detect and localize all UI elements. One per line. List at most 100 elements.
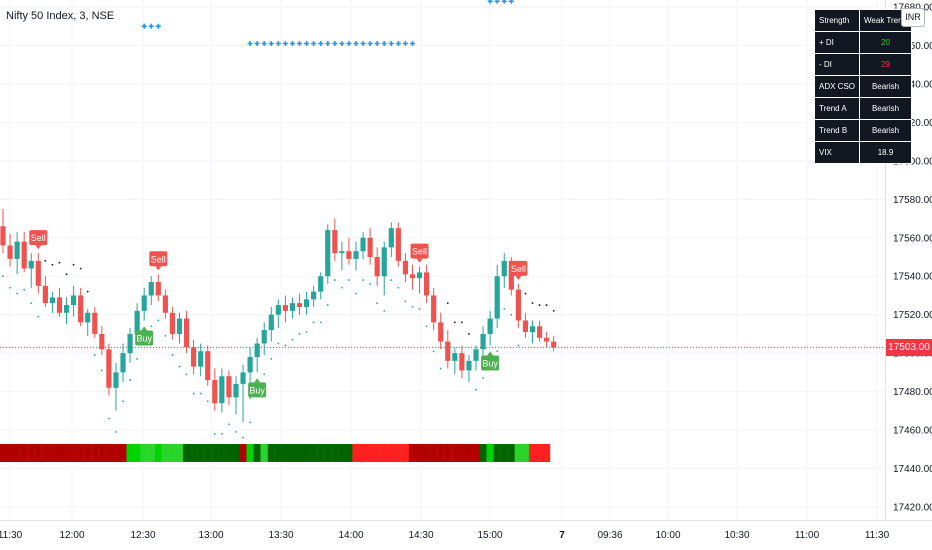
y-tick-label: 17460.00 bbox=[893, 426, 932, 437]
candle-body bbox=[92, 312, 98, 334]
sar-dot bbox=[136, 358, 139, 360]
y-tick-label: 17440.00 bbox=[893, 464, 932, 475]
candle-body bbox=[42, 285, 48, 304]
trend-bar-segment bbox=[345, 444, 353, 462]
x-tick-label: 10:00 bbox=[655, 530, 680, 541]
trend-bar-segment bbox=[295, 444, 304, 462]
candle-body bbox=[169, 312, 176, 334]
sar-dot bbox=[284, 344, 287, 347]
candle-body bbox=[466, 360, 472, 371]
candle-body bbox=[275, 305, 281, 315]
signal-table-row: Trend B Bearish bbox=[813, 119, 912, 142]
candle-body bbox=[289, 303, 296, 311]
sar-dot bbox=[510, 313, 513, 316]
sell-label-pointer bbox=[35, 245, 42, 250]
sell-signal: Sell bbox=[509, 260, 528, 280]
trend-bar-segment bbox=[430, 444, 438, 462]
candle-body bbox=[480, 333, 486, 350]
sell-signal: Sell bbox=[149, 251, 168, 271]
last-price-label: 17503.00 bbox=[886, 339, 932, 356]
candle-body bbox=[459, 353, 465, 371]
candle-body bbox=[49, 297, 56, 304]
x-tick-label: 10:30 bbox=[724, 530, 749, 541]
sell-label-pointer bbox=[515, 275, 522, 280]
candle-body bbox=[522, 320, 529, 332]
sar-dot bbox=[319, 321, 322, 324]
candle-body bbox=[424, 272, 430, 296]
trade-signals: Sell Buy Sell Buy Sell Buy Sell bbox=[29, 230, 528, 398]
buy-label-pointer bbox=[487, 351, 494, 356]
trend-bar-segment bbox=[34, 444, 42, 462]
trend-bar-segment bbox=[253, 444, 261, 462]
candle-body bbox=[494, 276, 500, 319]
sar-dot bbox=[425, 325, 428, 328]
sell-label-text: Sell bbox=[31, 233, 46, 243]
sar-dot bbox=[44, 259, 47, 262]
candle-body bbox=[56, 297, 63, 313]
trend-bar-segment bbox=[472, 444, 480, 462]
sell-label-box bbox=[29, 230, 48, 246]
candle-body bbox=[416, 272, 423, 279]
trend-bar-segment bbox=[528, 444, 537, 462]
buy-label-pointer bbox=[254, 378, 261, 383]
candle-body bbox=[247, 357, 253, 373]
x-tick-label: 13:30 bbox=[268, 530, 293, 541]
trend-bar-segment bbox=[119, 444, 127, 462]
trend-bar-segment bbox=[260, 444, 268, 462]
sar-dot bbox=[9, 286, 11, 289]
trend-bar-segment bbox=[274, 444, 282, 462]
sar-dot bbox=[150, 325, 153, 328]
signal-table-value: Bearish bbox=[859, 97, 912, 120]
trend-bar-segment bbox=[175, 444, 184, 462]
buy-label-box bbox=[248, 382, 267, 398]
candle-body bbox=[536, 326, 543, 338]
sar-dot bbox=[2, 275, 4, 278]
sell-label-box bbox=[410, 243, 429, 259]
candle-body bbox=[544, 337, 550, 342]
plus-markers bbox=[141, 0, 514, 47]
trend-bar-segment bbox=[239, 444, 247, 462]
sar-dot bbox=[369, 283, 372, 285]
candle-body bbox=[141, 295, 147, 311]
sar-dot bbox=[333, 279, 336, 281]
candle-body bbox=[374, 257, 380, 277]
trend-bar-segment bbox=[218, 444, 226, 462]
trend-bar-segment bbox=[281, 444, 289, 462]
buy-label-pointer bbox=[141, 326, 148, 331]
trend-bar-segment bbox=[105, 444, 113, 462]
sar-dot bbox=[23, 288, 26, 291]
candlestick-series bbox=[0, 208, 557, 423]
sar-dot bbox=[355, 292, 357, 295]
sar-dot bbox=[213, 433, 216, 435]
currency-button[interactable]: INR bbox=[901, 8, 925, 27]
trend-bar-segment bbox=[373, 444, 381, 462]
candle-body bbox=[183, 318, 190, 348]
time-axis[interactable]: 11:30 12:00 12:30 13:00 13:30 14:00 14:30 15:00… bbox=[0, 530, 890, 541]
sar-dot bbox=[220, 433, 223, 435]
sar-dot bbox=[65, 273, 68, 276]
candle-body bbox=[353, 251, 359, 259]
signal-table-value: 20 bbox=[859, 31, 912, 54]
sar-dot bbox=[185, 373, 188, 376]
x-tick-label: 11:00 bbox=[795, 530, 820, 541]
sell-signal: Sell bbox=[29, 230, 48, 250]
sar-dot bbox=[340, 286, 343, 289]
x-tick-label: 15:00 bbox=[477, 530, 502, 541]
sar-dot bbox=[432, 350, 435, 353]
sar-dot bbox=[461, 321, 463, 324]
sar-dot bbox=[362, 279, 364, 281]
sar-dot bbox=[517, 344, 520, 347]
sar-dot bbox=[249, 421, 252, 424]
buy-signal: Buy bbox=[135, 326, 154, 346]
signal-table-label: Strength bbox=[813, 9, 861, 32]
sar-dot bbox=[298, 333, 301, 335]
candle-body bbox=[71, 295, 77, 306]
sar-dot bbox=[326, 304, 329, 306]
candle-body bbox=[296, 303, 303, 307]
candle-body bbox=[261, 330, 267, 344]
sar-dot bbox=[397, 286, 400, 289]
sar-dot bbox=[411, 306, 414, 308]
sar-dot bbox=[108, 417, 110, 420]
candle-body bbox=[176, 318, 183, 334]
